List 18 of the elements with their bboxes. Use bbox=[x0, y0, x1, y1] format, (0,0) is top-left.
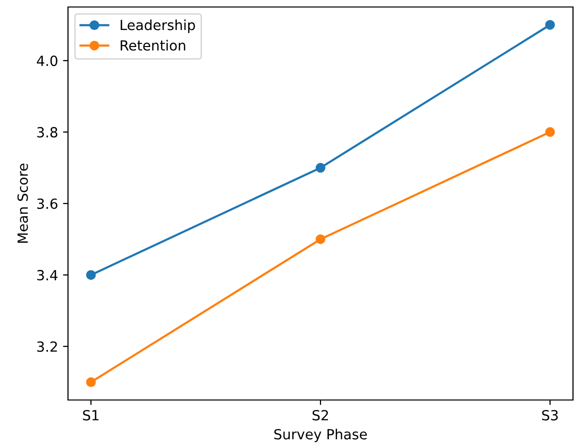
y-tick-label: 3.6 bbox=[37, 198, 58, 209]
x-tick-label: S2 bbox=[312, 410, 328, 420]
point bbox=[316, 234, 326, 244]
y-tick-label: 3.4 bbox=[37, 270, 58, 280]
point bbox=[86, 377, 96, 387]
legend-label: Retention bbox=[120, 40, 186, 51]
y-tick-label: 3.2 bbox=[37, 341, 57, 352]
point bbox=[545, 20, 555, 30]
point bbox=[86, 270, 96, 280]
y-tick-label: 4.0 bbox=[36, 56, 58, 66]
y-tick-label: 3.8 bbox=[37, 127, 58, 138]
legend-label: Leadership bbox=[120, 20, 195, 33]
point bbox=[316, 162, 326, 173]
x-axis-title: Survey Phase bbox=[274, 428, 367, 442]
x-tick-label: S1 bbox=[83, 410, 98, 420]
x-tick-label: S3 bbox=[542, 410, 558, 420]
point bbox=[545, 127, 555, 137]
y-axis-title: Mean Score bbox=[17, 164, 28, 243]
